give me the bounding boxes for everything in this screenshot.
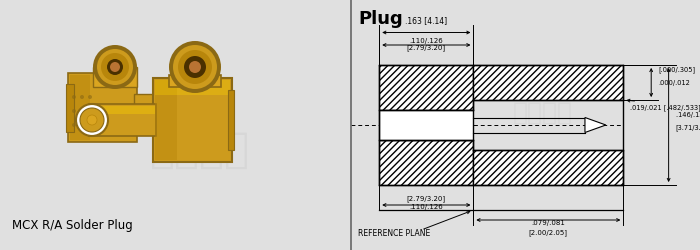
Bar xyxy=(473,65,623,100)
FancyBboxPatch shape xyxy=(68,73,137,142)
FancyBboxPatch shape xyxy=(228,90,234,150)
Bar xyxy=(379,65,473,110)
FancyBboxPatch shape xyxy=(153,78,232,162)
Circle shape xyxy=(72,109,76,113)
Text: [2.79/3.20]: [2.79/3.20] xyxy=(407,44,446,51)
Text: .163 [4.14]: .163 [4.14] xyxy=(405,16,447,25)
Text: .110/.126: .110/.126 xyxy=(410,38,443,44)
Text: Plug: Plug xyxy=(358,10,403,28)
FancyBboxPatch shape xyxy=(155,80,177,160)
Circle shape xyxy=(72,95,76,99)
Circle shape xyxy=(107,59,123,75)
Circle shape xyxy=(88,123,92,127)
Bar xyxy=(379,140,473,185)
Bar xyxy=(379,110,473,140)
Circle shape xyxy=(184,56,206,78)
Circle shape xyxy=(80,95,84,99)
Circle shape xyxy=(110,62,120,72)
Bar xyxy=(473,150,623,185)
Text: MCX R/A Solder Plug: MCX R/A Solder Plug xyxy=(12,219,133,232)
Circle shape xyxy=(80,108,104,132)
Text: REFERENCE PLANE: REFERENCE PLANE xyxy=(358,228,430,237)
Circle shape xyxy=(80,123,84,127)
Text: .000/.012: .000/.012 xyxy=(658,80,690,86)
Circle shape xyxy=(88,109,92,113)
Text: .019/.021 [.482/.533]: .019/.021 [.482/.533] xyxy=(630,104,700,111)
Text: .146/.150 REF: .146/.150 REF xyxy=(676,112,700,118)
Polygon shape xyxy=(585,118,606,132)
Circle shape xyxy=(178,50,212,84)
Text: [2.79/3.20]: [2.79/3.20] xyxy=(407,195,446,202)
Circle shape xyxy=(101,53,129,81)
Circle shape xyxy=(97,49,133,85)
FancyBboxPatch shape xyxy=(134,94,176,121)
Text: .110/.126: .110/.126 xyxy=(410,204,443,210)
FancyBboxPatch shape xyxy=(90,106,155,114)
FancyBboxPatch shape xyxy=(169,75,221,87)
Text: [2.00/2.05]: [2.00/2.05] xyxy=(529,229,568,235)
Text: .079/.081: .079/.081 xyxy=(531,220,566,226)
Circle shape xyxy=(88,95,92,99)
Circle shape xyxy=(80,109,84,113)
Circle shape xyxy=(76,104,108,136)
Circle shape xyxy=(173,45,217,89)
FancyBboxPatch shape xyxy=(93,67,137,87)
Circle shape xyxy=(93,45,137,89)
FancyBboxPatch shape xyxy=(155,80,230,95)
FancyBboxPatch shape xyxy=(70,75,90,140)
Circle shape xyxy=(72,123,76,127)
Circle shape xyxy=(169,41,221,93)
FancyBboxPatch shape xyxy=(66,84,74,132)
Text: [3.71/3.81]: [3.71/3.81] xyxy=(676,124,700,131)
FancyBboxPatch shape xyxy=(89,104,156,136)
Text: [.000/.305]: [.000/.305] xyxy=(658,66,695,73)
Circle shape xyxy=(189,61,201,73)
Text: 元器件专: 元器件专 xyxy=(150,129,250,171)
FancyBboxPatch shape xyxy=(135,112,175,120)
Text: 元器件专: 元器件专 xyxy=(513,100,573,124)
Circle shape xyxy=(87,115,97,125)
